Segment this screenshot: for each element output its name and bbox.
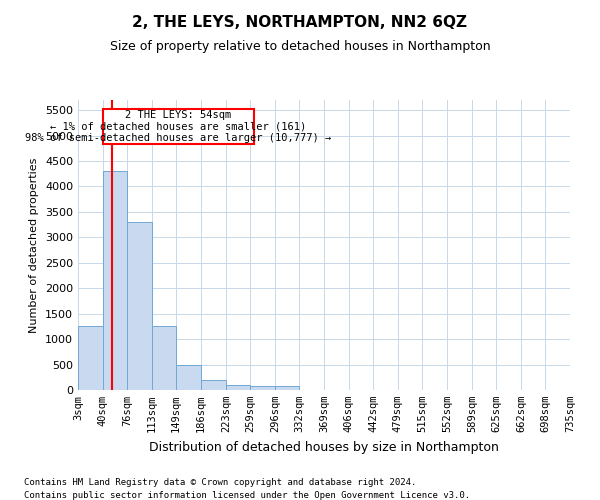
Text: 2, THE LEYS, NORTHAMPTON, NN2 6QZ: 2, THE LEYS, NORTHAMPTON, NN2 6QZ	[133, 15, 467, 30]
Bar	[176, 364, 201, 390]
Bar	[250, 386, 275, 390]
Bar	[127, 222, 152, 390]
Y-axis label: Number of detached properties: Number of detached properties	[29, 158, 40, 332]
Bar	[226, 385, 250, 390]
Text: Size of property relative to detached houses in Northampton: Size of property relative to detached ho…	[110, 40, 490, 53]
Bar	[201, 380, 226, 390]
Text: Contains HM Land Registry data © Crown copyright and database right 2024.: Contains HM Land Registry data © Crown c…	[24, 478, 416, 487]
Text: ← 1% of detached houses are smaller (161): ← 1% of detached houses are smaller (161…	[50, 122, 307, 132]
Text: Contains public sector information licensed under the Open Government Licence v3: Contains public sector information licen…	[24, 490, 470, 500]
Bar	[275, 386, 299, 390]
Bar	[103, 171, 127, 390]
Text: 98% of semi-detached houses are larger (10,777) →: 98% of semi-detached houses are larger (…	[25, 133, 332, 143]
Bar	[78, 326, 103, 390]
FancyBboxPatch shape	[103, 108, 254, 144]
Text: 2 THE LEYS: 54sqm: 2 THE LEYS: 54sqm	[125, 110, 232, 120]
X-axis label: Distribution of detached houses by size in Northampton: Distribution of detached houses by size …	[149, 440, 499, 454]
Bar	[152, 326, 176, 390]
